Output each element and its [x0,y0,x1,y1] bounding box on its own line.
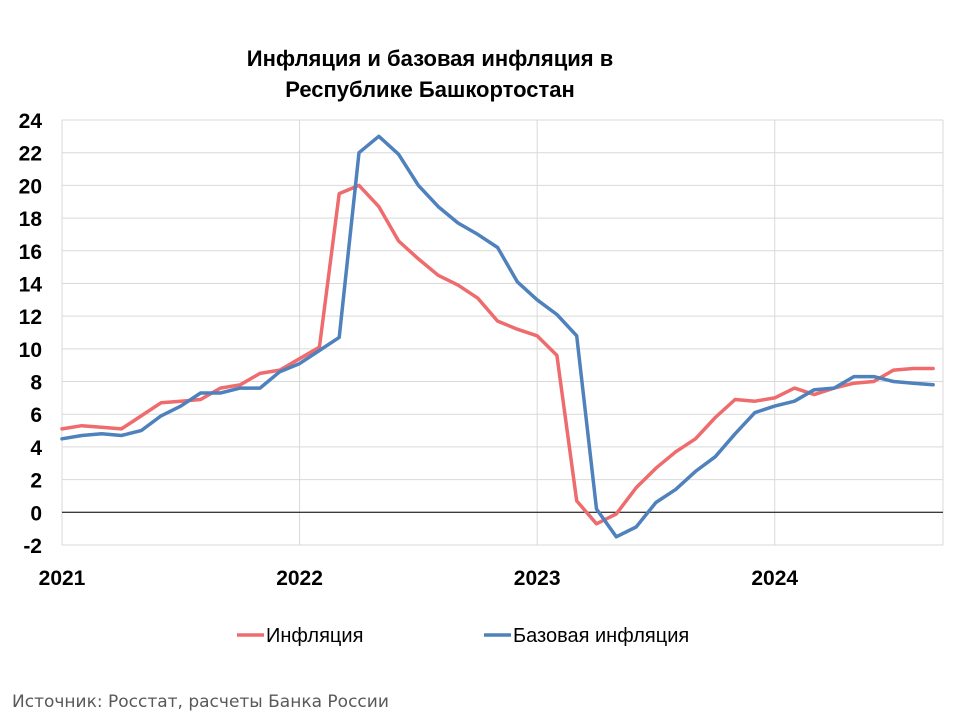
x-tick-label-2022: 2022 [276,567,323,590]
y-tick-label-2: 2 [30,470,42,493]
source-note: Источник: Росстат, расчеты Банка России [12,692,389,712]
y-tick-label-20: 20 [19,175,42,198]
y-tick-label--2: -2 [23,535,42,558]
grid [61,119,944,546]
x-tick-label-2023: 2023 [514,567,561,590]
series-line-1 [60,134,935,539]
y-tick-label-16: 16 [19,241,42,264]
series-lines [60,134,935,539]
series-line-0 [60,183,935,526]
legend: Инфляция Базовая инфляция [237,625,689,647]
y-tick-label-10: 10 [19,339,42,362]
x-axis-ticks: 2021 2022 2023 2024 [39,567,799,590]
legend-label-core-inflation: Базовая инфляция [513,625,689,647]
x-tick-label-2021: 2021 [39,567,86,590]
y-tick-label-14: 14 [19,273,43,296]
y-tick-label-12: 12 [19,306,42,329]
y-tick-label-18: 18 [19,208,43,231]
chart-title-line-2: Республике Башкортостан [285,77,575,102]
y-tick-label-6: 6 [30,404,42,427]
y-tick-label-22: 22 [19,143,42,166]
y-tick-label-8: 8 [30,372,42,395]
y-tick-label-4: 4 [30,437,42,460]
legend-label-inflation: Инфляция [266,625,363,647]
y-tick-label-0: 0 [30,502,42,525]
y-tick-label-24: 24 [19,110,43,133]
chart-title-line-1: Инфляция и базовая инфляция в [247,46,613,71]
x-tick-label-2024: 2024 [751,567,798,590]
